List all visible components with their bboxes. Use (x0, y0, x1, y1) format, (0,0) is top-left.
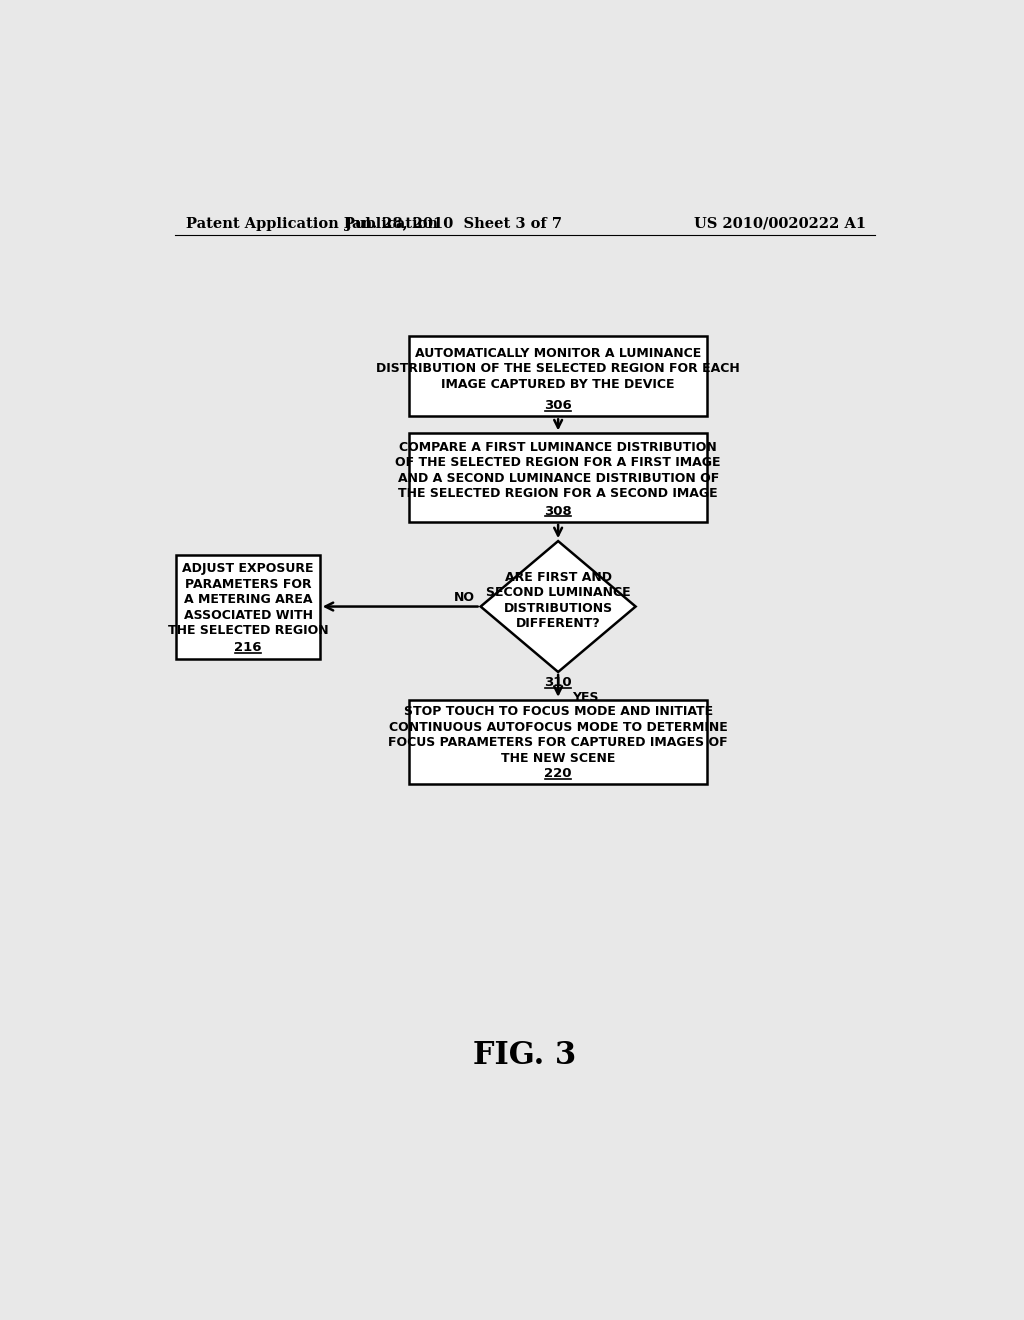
Text: YES: YES (572, 692, 599, 705)
Polygon shape (480, 541, 636, 672)
Text: 306: 306 (544, 399, 572, 412)
Text: US 2010/0020222 A1: US 2010/0020222 A1 (693, 216, 866, 231)
Text: Jan. 28, 2010  Sheet 3 of 7: Jan. 28, 2010 Sheet 3 of 7 (345, 216, 562, 231)
Text: FIG. 3: FIG. 3 (473, 1040, 577, 1071)
Text: NO: NO (454, 591, 474, 603)
Text: 310: 310 (545, 676, 572, 689)
Text: 220: 220 (545, 767, 571, 780)
Text: AUTOMATICALLY MONITOR A LUMINANCE
DISTRIBUTION OF THE SELECTED REGION FOR EACH
I: AUTOMATICALLY MONITOR A LUMINANCE DISTRI… (376, 347, 740, 391)
Text: STOP TOUCH TO FOCUS MODE AND INITIATE
CONTINUOUS AUTOFOCUS MODE TO DETERMINE
FOC: STOP TOUCH TO FOCUS MODE AND INITIATE CO… (388, 705, 728, 764)
Text: 308: 308 (544, 504, 572, 517)
Text: ADJUST EXPOSURE
PARAMETERS FOR
A METERING AREA
ASSOCIATED WITH
THE SELECTED REGI: ADJUST EXPOSURE PARAMETERS FOR A METERIN… (168, 562, 329, 638)
FancyBboxPatch shape (409, 433, 708, 521)
FancyBboxPatch shape (176, 554, 319, 659)
FancyBboxPatch shape (409, 335, 708, 416)
Text: COMPARE A FIRST LUMINANCE DISTRIBUTION
OF THE SELECTED REGION FOR A FIRST IMAGE
: COMPARE A FIRST LUMINANCE DISTRIBUTION O… (395, 441, 721, 500)
FancyBboxPatch shape (409, 700, 708, 784)
Text: Patent Application Publication: Patent Application Publication (186, 216, 438, 231)
Text: 216: 216 (234, 642, 262, 655)
Text: ARE FIRST AND
SECOND LUMINANCE
DISTRIBUTIONS
DIFFERENT?: ARE FIRST AND SECOND LUMINANCE DISTRIBUT… (485, 570, 631, 630)
